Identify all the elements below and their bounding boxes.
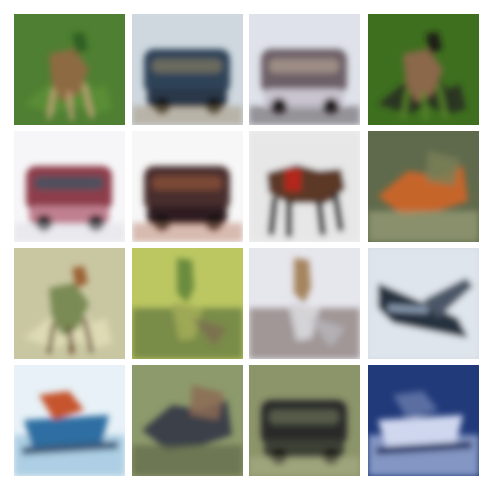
sample-tile-deer [368, 14, 479, 125]
sample-tile-ship [14, 365, 125, 476]
sample-grid [14, 14, 484, 476]
sample-tile-vehicle [132, 14, 243, 125]
sample-tile-ship [368, 365, 479, 476]
sample-tile-vehicle [132, 131, 243, 242]
sample-tile-animal [368, 131, 479, 242]
sample-tile-airplane [368, 248, 479, 359]
sample-tile-animal [132, 365, 243, 476]
sample-tile-horse [249, 131, 360, 242]
sample-tile-truck [249, 365, 360, 476]
sample-tile-bird [132, 248, 243, 359]
sample-tile-deer [14, 14, 125, 125]
sample-tile-vehicle [249, 14, 360, 125]
sample-tile-bird [249, 248, 360, 359]
sample-tile-deer [14, 248, 125, 359]
sample-tile-vehicle [14, 131, 125, 242]
